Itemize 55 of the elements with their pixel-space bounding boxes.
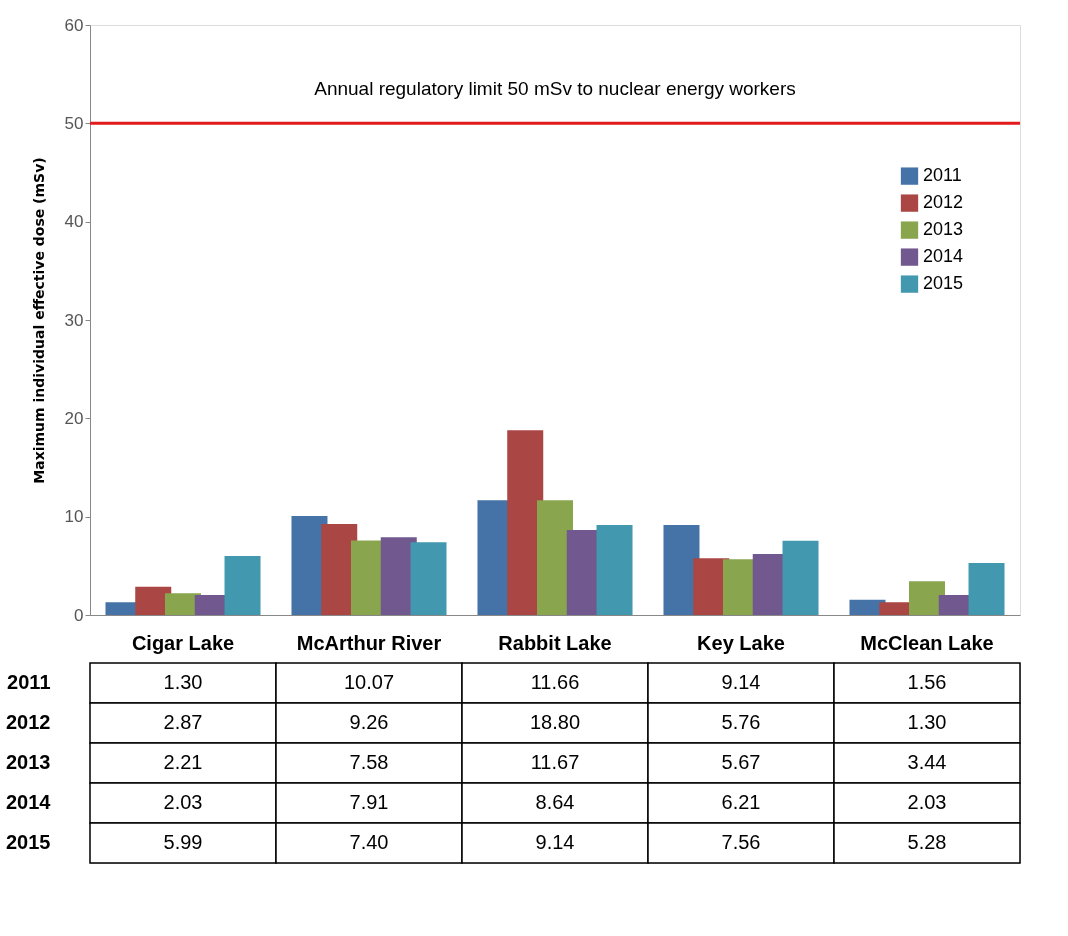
data-label: 11.67: [530, 751, 580, 773]
data-label: 10.07: [343, 671, 395, 693]
y-tick-label: 10: [64, 507, 84, 527]
data-label: 5.99: [163, 831, 203, 853]
data-label: 8.64: [535, 791, 575, 813]
data-label: 2.87: [163, 711, 203, 733]
x-tick-label: McClean Lake: [860, 631, 994, 654]
bar: [782, 540, 819, 615]
data-label: 7.56: [721, 831, 761, 853]
data-label: 11.66: [530, 671, 580, 693]
data-label: 1.56: [907, 671, 947, 693]
data-label: 1.30: [907, 711, 947, 733]
x-tick-label: McArthur River: [296, 631, 442, 654]
text: 2011: [7, 671, 51, 693]
legend-label: 2013: [923, 219, 964, 240]
data-label: 2.03: [907, 791, 947, 813]
x-tick-label: Cigar Lake: [131, 631, 235, 654]
y-tick-label: 60: [64, 15, 84, 35]
y-axis-title: Maximum individual effective dose (mSv): [30, 157, 47, 484]
legend-label: 2012: [923, 192, 964, 213]
data-label: 9.26: [349, 711, 389, 733]
data-label: 5.76: [721, 711, 761, 733]
data-label: 7.40: [349, 831, 389, 853]
bar: [596, 525, 633, 615]
data-label: 1.30: [163, 671, 203, 693]
x-tick-label: Rabbit Lake: [498, 631, 612, 654]
legend-label: 2015: [923, 273, 964, 294]
y-tick-label: 50: [64, 113, 84, 133]
ref-line-label: Annual regulatory limit 50 mSv to nuclear energy workers: [314, 78, 796, 100]
bar: [224, 556, 261, 615]
data-label: 5.28: [907, 831, 947, 853]
data-label: 9.14: [535, 831, 575, 853]
bar: [909, 581, 945, 615]
y-tick-label: 20: [64, 408, 84, 428]
data-label: 9.14: [721, 671, 761, 693]
text: 2014: [6, 791, 51, 813]
bar: [410, 542, 447, 615]
bar: [968, 563, 1005, 615]
data-label: 3.44: [907, 751, 947, 773]
data-label: 5.67: [721, 751, 761, 773]
y-tick-label: 0: [74, 605, 84, 625]
data-label: 6.21: [721, 791, 761, 813]
legend-label: 2011: [923, 165, 962, 186]
y-tick-label: 30: [64, 310, 84, 330]
data-label: 7.58: [349, 751, 389, 773]
text: 2012: [6, 711, 51, 733]
y-tick-label: 40: [64, 212, 84, 232]
legend-label: 2014: [923, 246, 964, 267]
data-label: 2.03: [163, 791, 203, 813]
data-label: 7.91: [349, 791, 389, 813]
text: 2013: [6, 751, 51, 773]
text: 2015: [6, 831, 51, 853]
x-tick-label: Key Lake: [697, 631, 785, 654]
data-label: 2.21: [163, 751, 203, 773]
data-label: 18.80: [529, 711, 581, 733]
